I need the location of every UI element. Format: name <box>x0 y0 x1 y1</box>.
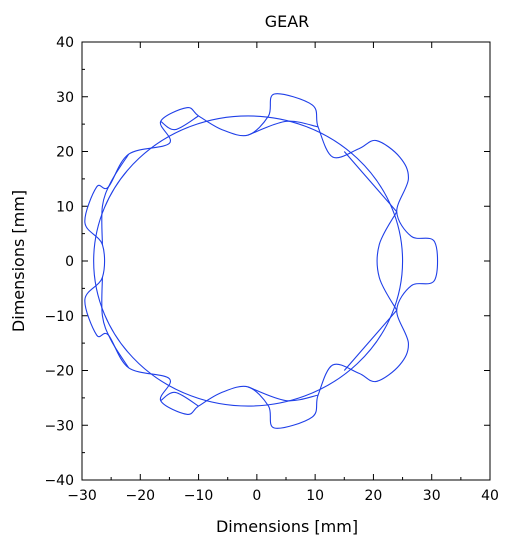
x-tick-label: 10 <box>306 488 324 504</box>
y-tick-label: 40 <box>56 35 74 51</box>
y-tick-label: 30 <box>56 90 74 106</box>
y-tick-label: −20 <box>44 364 74 380</box>
tooth-flank-line <box>160 391 199 407</box>
y-tick-label: 0 <box>65 254 74 270</box>
y-tick-label: 20 <box>56 145 74 161</box>
tooth-flank-line <box>101 153 130 245</box>
plot-area <box>84 93 439 429</box>
y-axis-label: Dimensions [mm] <box>9 190 28 332</box>
y-tick-label: −40 <box>44 473 74 489</box>
x-tick-label: 20 <box>365 488 383 504</box>
gear-outline-line <box>84 93 439 429</box>
tooth-flank-line <box>343 309 398 371</box>
y-tick-label: 10 <box>56 199 74 215</box>
x-tick-label: −20 <box>126 488 156 504</box>
tooth-flank-line <box>343 151 398 213</box>
y-tick-label: −10 <box>44 309 74 325</box>
chart-title: GEAR <box>265 12 310 31</box>
tooth-flank-line <box>247 120 319 136</box>
x-axis-label: Dimensions [mm] <box>216 517 358 536</box>
tooth-flank-line <box>247 386 319 402</box>
tooth-flank-line <box>160 115 199 131</box>
x-tick-label: −10 <box>184 488 214 504</box>
y-tick-label: −30 <box>44 418 74 434</box>
x-tick-label: −30 <box>67 488 97 504</box>
plot-frame <box>81 41 491 481</box>
pitch-circle-line <box>93 115 404 407</box>
x-tick-label: 0 <box>252 488 261 504</box>
axis-ticks <box>81 41 491 481</box>
tooth-flank-line <box>376 211 398 311</box>
x-tick-label: 30 <box>423 488 441 504</box>
x-tick-label: 40 <box>481 488 499 504</box>
tooth-flank-line <box>101 277 130 369</box>
